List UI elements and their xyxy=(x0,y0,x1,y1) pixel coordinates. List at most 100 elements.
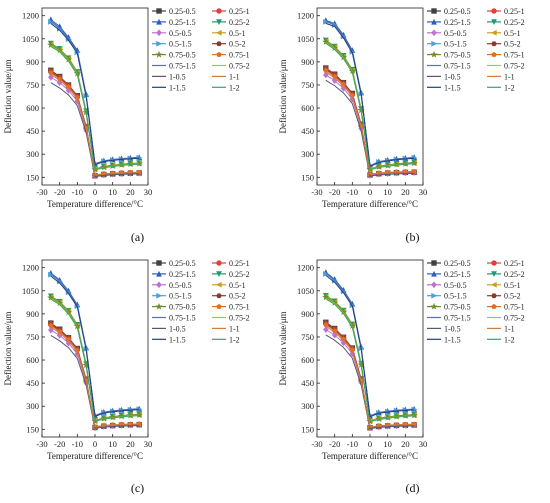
legend-entry: 0.5-1.5 xyxy=(152,292,192,301)
data-point xyxy=(384,413,392,421)
x-tick-label: -20 xyxy=(329,439,340,449)
legend-label: 1-2 xyxy=(504,335,515,344)
legend-marker xyxy=(431,18,437,25)
legend-marker xyxy=(491,260,497,266)
series-line xyxy=(325,298,415,423)
y-axis-label: Deflection value/μm xyxy=(278,59,288,133)
legend-entry: 0.75-2 xyxy=(212,314,250,323)
y-tick-label: 1050 xyxy=(297,34,314,44)
y-tick-label: 750 xyxy=(301,80,314,90)
legend-entry: 0.5-0.5 xyxy=(152,281,192,290)
series-0.5-2 xyxy=(323,67,417,177)
panel-label-b: (b) xyxy=(405,230,420,244)
legend-label: 0.5-1.5 xyxy=(444,292,467,301)
x-tick-label: 10 xyxy=(383,439,392,449)
series-1-1 xyxy=(50,73,140,176)
data-point xyxy=(48,18,54,25)
series-0.25-1.5 xyxy=(47,16,143,167)
series-1-0.5 xyxy=(325,334,415,430)
y-tick-label: 450 xyxy=(301,126,314,136)
legend-marker xyxy=(156,292,163,299)
legend-entry: 0.75-0.5 xyxy=(427,51,471,60)
series-line xyxy=(50,296,140,422)
series-line xyxy=(50,45,140,171)
y-tick-label: 900 xyxy=(26,309,39,319)
series-line xyxy=(325,297,415,423)
y-tick-label: 900 xyxy=(26,57,39,67)
series-line xyxy=(325,71,415,175)
series-line xyxy=(325,296,415,422)
series-line xyxy=(325,334,415,430)
legend-marker xyxy=(216,19,222,25)
legend-marker xyxy=(156,281,162,289)
data-point xyxy=(375,163,383,170)
chart-c: -30 -20 -10 0 10 20 30 150 300 450 600 750 900 1050 12… xyxy=(3,258,272,461)
legend-label: 0.75-1 xyxy=(504,303,525,312)
series-0.75-2 xyxy=(325,297,415,423)
legend-entry: 0.25-1 xyxy=(212,259,250,268)
legend-box xyxy=(427,6,547,97)
x-tick-label: -20 xyxy=(329,187,340,197)
series-line xyxy=(325,20,415,167)
legend-marker xyxy=(491,8,497,14)
series-1-1.5 xyxy=(50,275,140,418)
legend-marker xyxy=(491,303,497,309)
series-line xyxy=(325,39,415,170)
y-tick-label: 600 xyxy=(301,103,314,113)
legend-label: 0.75-1.5 xyxy=(169,314,196,323)
x-tick-label: -10 xyxy=(347,187,358,197)
series-line xyxy=(50,20,140,165)
y-tick-label: 750 xyxy=(26,80,39,90)
x-tick-label: 0 xyxy=(93,439,97,449)
legend-entry: 0.25-1 xyxy=(487,7,525,16)
x-tick-label: 20 xyxy=(401,187,410,197)
legend-label: 0.25-1 xyxy=(229,7,250,16)
y-tick-label: 450 xyxy=(26,378,39,388)
x-tick-label: 20 xyxy=(401,439,410,449)
y-tick-label: 300 xyxy=(26,149,39,159)
legend-label: 0.75-2 xyxy=(229,314,250,323)
data-point xyxy=(117,161,126,168)
legend-marker xyxy=(491,41,497,47)
series-line xyxy=(50,334,140,429)
legend-label: 0.5-0.5 xyxy=(169,29,192,38)
chart-a: -30 -20 -10 0 10 20 30 150 300 450 600 750 900 1050 12… xyxy=(3,6,272,209)
data-point xyxy=(410,159,418,167)
legend-entry: 0.5-2 xyxy=(487,292,521,301)
data-point xyxy=(117,412,126,420)
legend-label: 0.5-1 xyxy=(229,281,246,290)
legend-label: 1-0.5 xyxy=(444,324,461,333)
legend-marker xyxy=(431,29,437,37)
legend-entry: 0.25-0.5 xyxy=(152,7,196,16)
series-line xyxy=(50,72,140,176)
legend-marker xyxy=(431,260,437,266)
legend-label: 0.75-1 xyxy=(504,51,525,60)
legend-entry: 0.75-2 xyxy=(212,62,250,71)
data-point xyxy=(323,326,329,333)
legend-label: 0.75-1.5 xyxy=(169,62,196,71)
data-point xyxy=(126,160,134,168)
y-tick-label: 900 xyxy=(301,309,314,319)
legend-box xyxy=(152,258,272,349)
series-0.25-1.5 xyxy=(47,270,143,419)
legend-entry: 1-1.5 xyxy=(427,83,461,92)
legend-label: 1-1.5 xyxy=(444,335,461,344)
data-point xyxy=(109,413,117,421)
legend-label: 1-2 xyxy=(504,83,515,92)
legend-label: 0.75-2 xyxy=(504,314,525,323)
legend-label: 1-0.5 xyxy=(169,72,186,81)
legend-marker xyxy=(431,281,437,289)
y-tick-label: 1050 xyxy=(22,286,39,296)
y-tick-label: 150 xyxy=(26,424,39,434)
y-tick-label: 600 xyxy=(26,355,39,365)
legend-entry: 0.25-2 xyxy=(487,270,525,279)
y-tick-label: 600 xyxy=(301,355,314,365)
x-axis-label: Temperature difference/°C xyxy=(47,451,143,461)
legend-entry: 0.75-1.5 xyxy=(427,314,471,323)
legend-box xyxy=(152,6,272,97)
series-0.75-1.5 xyxy=(325,272,415,417)
chart-panel-c: -30 -20 -10 0 10 20 30 150 300 450 600 750 900 1050 12… xyxy=(0,252,275,503)
series-1-1.5 xyxy=(50,22,140,166)
legend-label: 0.25-1 xyxy=(504,259,525,268)
legend-box xyxy=(427,258,547,349)
